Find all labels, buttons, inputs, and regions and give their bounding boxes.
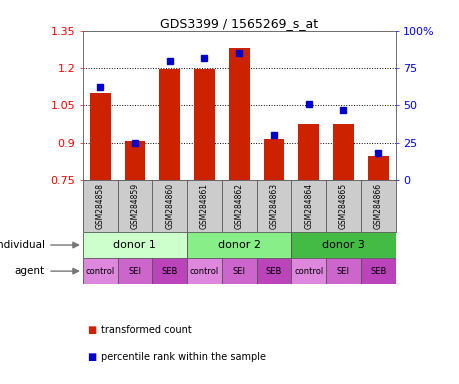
Text: SEB: SEB [265,266,281,276]
Text: GSM284861: GSM284861 [200,183,208,229]
Text: individual: individual [0,240,45,250]
Text: GSM284864: GSM284864 [303,183,313,229]
Text: SEB: SEB [161,266,178,276]
Text: GSM284865: GSM284865 [338,183,347,229]
Bar [118,258,152,284]
Bar [159,69,180,180]
Bar [332,124,353,180]
Bar [256,258,291,284]
Text: SEB: SEB [369,266,386,276]
Bar [83,258,118,284]
Bar [367,156,388,180]
Bar [221,258,256,284]
Text: GSM284866: GSM284866 [373,183,382,229]
Text: control: control [85,266,115,276]
Text: percentile rank within the sample: percentile rank within the sample [101,352,266,362]
Text: SEI: SEI [232,266,245,276]
Text: GSM284862: GSM284862 [234,183,243,229]
Bar [291,232,395,258]
Text: GSM284860: GSM284860 [165,183,174,229]
Text: control: control [190,266,218,276]
Text: donor 3: donor 3 [321,240,364,250]
Bar [152,258,187,284]
Text: SEI: SEI [336,266,349,276]
Text: transformed count: transformed count [101,325,191,335]
Text: GSM284863: GSM284863 [269,183,278,229]
Text: control: control [293,266,323,276]
Bar [194,69,214,180]
Text: donor 2: donor 2 [217,240,260,250]
Bar [124,141,145,180]
Text: donor 1: donor 1 [113,240,156,250]
Bar [291,258,325,284]
Bar [228,48,249,180]
Bar [297,124,319,180]
Text: agent: agent [14,266,45,276]
Text: ■: ■ [87,325,96,335]
Text: ■: ■ [87,352,96,362]
Bar [360,258,395,284]
Text: GSM284858: GSM284858 [95,183,105,229]
Bar [187,258,221,284]
Bar [187,232,291,258]
Text: SEI: SEI [128,266,141,276]
Text: GSM284859: GSM284859 [130,183,139,229]
Bar [325,258,360,284]
Bar [263,139,284,180]
Title: GDS3399 / 1565269_s_at: GDS3399 / 1565269_s_at [160,17,318,30]
Bar [83,232,187,258]
Bar [90,93,110,180]
